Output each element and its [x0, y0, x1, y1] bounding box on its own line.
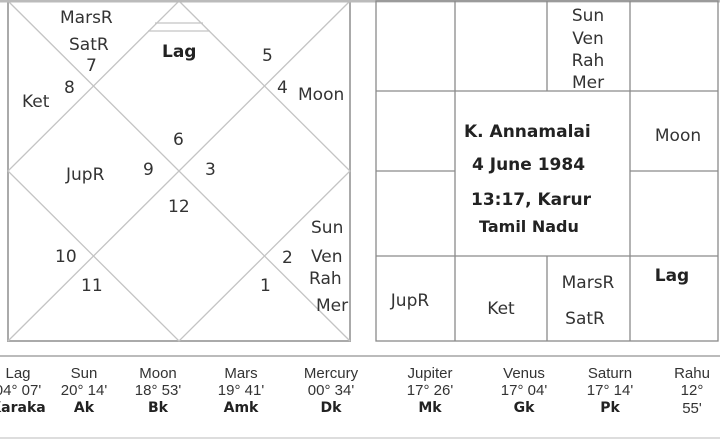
south-chart-grid [375, 0, 719, 342]
planet-name: Moon [139, 365, 177, 382]
planet-label: Mer [571, 73, 605, 93]
planet-degree: 17° 04' [500, 382, 548, 400]
position-column: Jupiter 17° 26' Mk [407, 365, 453, 416]
position-column: Moon 18° 53' Bk [135, 365, 181, 416]
planet-label: MarsR [60, 8, 113, 28]
karaka: Bk [148, 399, 168, 416]
planet-label: Moon [298, 85, 345, 105]
planet-label: JupR [66, 165, 105, 185]
karaka: Pk [600, 399, 620, 416]
planet-label: Rah [309, 269, 342, 289]
planet-degree: 18° 53' [134, 382, 182, 400]
karaka: Gk [513, 399, 535, 416]
lagna-label: Lag [162, 42, 197, 62]
planet-label: SatR [565, 309, 605, 329]
karaka: Amk [223, 399, 259, 416]
planet-degree: 17° 26' [406, 382, 454, 400]
planet-name: Mercury [303, 365, 359, 382]
planet-label: Ket [22, 92, 50, 112]
planet-degree: 04° 07' [0, 382, 42, 400]
position-column: Rahu 12° 55' [674, 365, 710, 417]
position-column: Venus 17° 04' Gk [501, 365, 547, 416]
planet-name: Lag [5, 365, 31, 382]
planet-degree: 17° 14' [586, 382, 634, 400]
position-column: Lag04° 07'Karaka [0, 365, 46, 416]
planet-label: Sun [571, 6, 605, 26]
planet-name: Venus [503, 365, 545, 382]
birth-state: Tamil Nadu [479, 217, 579, 236]
position-column: Mars 19° 41' Amk [218, 365, 264, 416]
house-number: 6 [173, 130, 184, 150]
house-number: 4 [277, 78, 288, 98]
planet-label: Ven [311, 247, 343, 267]
planet-label: Ven [572, 29, 604, 49]
planet-degree: 20° 14' [60, 382, 108, 400]
birth-time-place: 13:17, Karur [471, 190, 592, 210]
house-number: 1 [260, 276, 271, 296]
house-number: 8 [64, 78, 75, 98]
planet-label: Sun [311, 218, 344, 238]
planet-label: Ket [487, 299, 515, 319]
planet-name: Sun [70, 365, 98, 382]
planet-name: Saturn [587, 365, 633, 382]
house-number: 12 [168, 197, 190, 217]
planet-label: JupR [390, 291, 430, 311]
lagna-label: Lag [654, 266, 690, 286]
planet-degree: 00° 34' [307, 382, 355, 400]
planet-degree: 19° 41' [217, 382, 265, 400]
position-column: Saturn 17° 14' Pk [587, 365, 633, 416]
house-number: 2 [282, 248, 293, 268]
karaka: Dk [320, 399, 342, 416]
position-column: Mercury 00° 34' Dk [304, 365, 358, 416]
planet-name: Rahu [674, 365, 710, 382]
karaka: Ak [73, 399, 95, 416]
planet-name: Mars [224, 365, 258, 382]
position-column: Sun 20° 14' Ak [61, 365, 107, 416]
house-number: 5 [262, 46, 273, 66]
house-number: 7 [86, 56, 97, 76]
planet-label: Rah [571, 51, 605, 71]
planet-name: Jupiter [407, 365, 453, 382]
planet-label: MarsR [561, 273, 615, 293]
native-name: K. Annamalai [464, 122, 591, 142]
house-number: 10 [55, 247, 77, 267]
karaka-row-label: Karaka [0, 399, 46, 416]
karaka: Mk [418, 399, 442, 416]
birth-date: 4 June 1984 [472, 155, 586, 175]
planet-degree: 12° 55' [680, 382, 704, 417]
house-number: 3 [205, 160, 216, 180]
planet-label: Moon [654, 126, 702, 146]
house-number: 11 [81, 276, 103, 296]
house-number: 9 [143, 160, 154, 180]
planet-label: SatR [69, 35, 109, 55]
planet-label: Mer [316, 296, 349, 316]
